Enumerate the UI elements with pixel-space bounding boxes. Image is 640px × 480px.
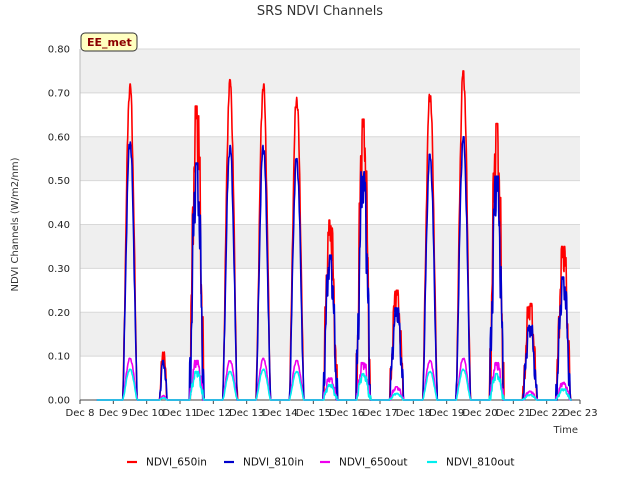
x-tick-label: Dec 10 [129, 408, 164, 419]
legend-label: NDVI_810in [243, 457, 304, 469]
x-tick-label: Dec 21 [496, 408, 531, 419]
x-tick-label: Dec 19 [429, 408, 464, 419]
y-axis-ticks: 0.00 0.10 0.20 0.30 0.40 0.50 0.60 0.70 0.80 [48, 45, 70, 407]
y-tick-label: 0.70 [48, 88, 70, 99]
plot-band [80, 268, 580, 313]
y-tick-label: 0.20 [48, 308, 70, 319]
x-tick-label: Dec 12 [196, 408, 231, 419]
x-tick-label: Dec 22 [529, 408, 564, 419]
y-tick-label: 0.00 [48, 396, 70, 407]
x-tick-label: Dec 20 [462, 408, 497, 419]
grid-lines [79, 48, 580, 401]
y-tick-label: 0.50 [48, 176, 70, 187]
legend: NDVI_650in NDVI_810in NDVI_650out NDVI_810o… [127, 457, 515, 469]
y-axis-label: NDVI Channels (W/m2/nm) [10, 157, 21, 291]
x-tick-label: Dec 17 [362, 408, 397, 419]
series-line-NDVI_810out [96, 368, 573, 401]
x-tick-label: Dec 16 [329, 408, 364, 419]
x-tick-label: Dec 8 [66, 408, 95, 419]
site-badge: EE_met [80, 32, 138, 52]
legend-label: NDVI_650out [339, 457, 408, 469]
y-tick-label: 0.40 [48, 220, 70, 231]
series-lines [96, 70, 573, 401]
legend-label: NDVI_650in [146, 457, 207, 469]
chart-title: SRS NDVI Channels [257, 4, 383, 19]
legend-label: NDVI_810out [446, 457, 515, 469]
plot-band [80, 136, 580, 181]
x-tick-label: Dec 11 [162, 408, 197, 419]
x-axis-label: Time [553, 425, 578, 436]
x-tick-label: Dec 18 [396, 408, 431, 419]
site-badge-text: EE_met [87, 36, 132, 49]
plot-band [80, 180, 580, 225]
y-tick-label: 0.10 [48, 352, 70, 363]
site-badge-box [80, 32, 138, 52]
x-tick-label: Dec 9 [99, 408, 128, 419]
x-tick-label: Dec 13 [229, 408, 264, 419]
x-tick-label: Dec 14 [262, 408, 297, 419]
plot-band [80, 49, 580, 93]
plot-band [80, 92, 580, 137]
y-tick-label: 0.30 [48, 264, 70, 275]
x-tick-label: Dec 15 [296, 408, 331, 419]
y-tick-label: 0.80 [48, 45, 70, 56]
plot-band [80, 312, 580, 357]
y-tick-label: 0.60 [48, 132, 70, 143]
x-tick-label: Dec 23 [562, 408, 597, 419]
